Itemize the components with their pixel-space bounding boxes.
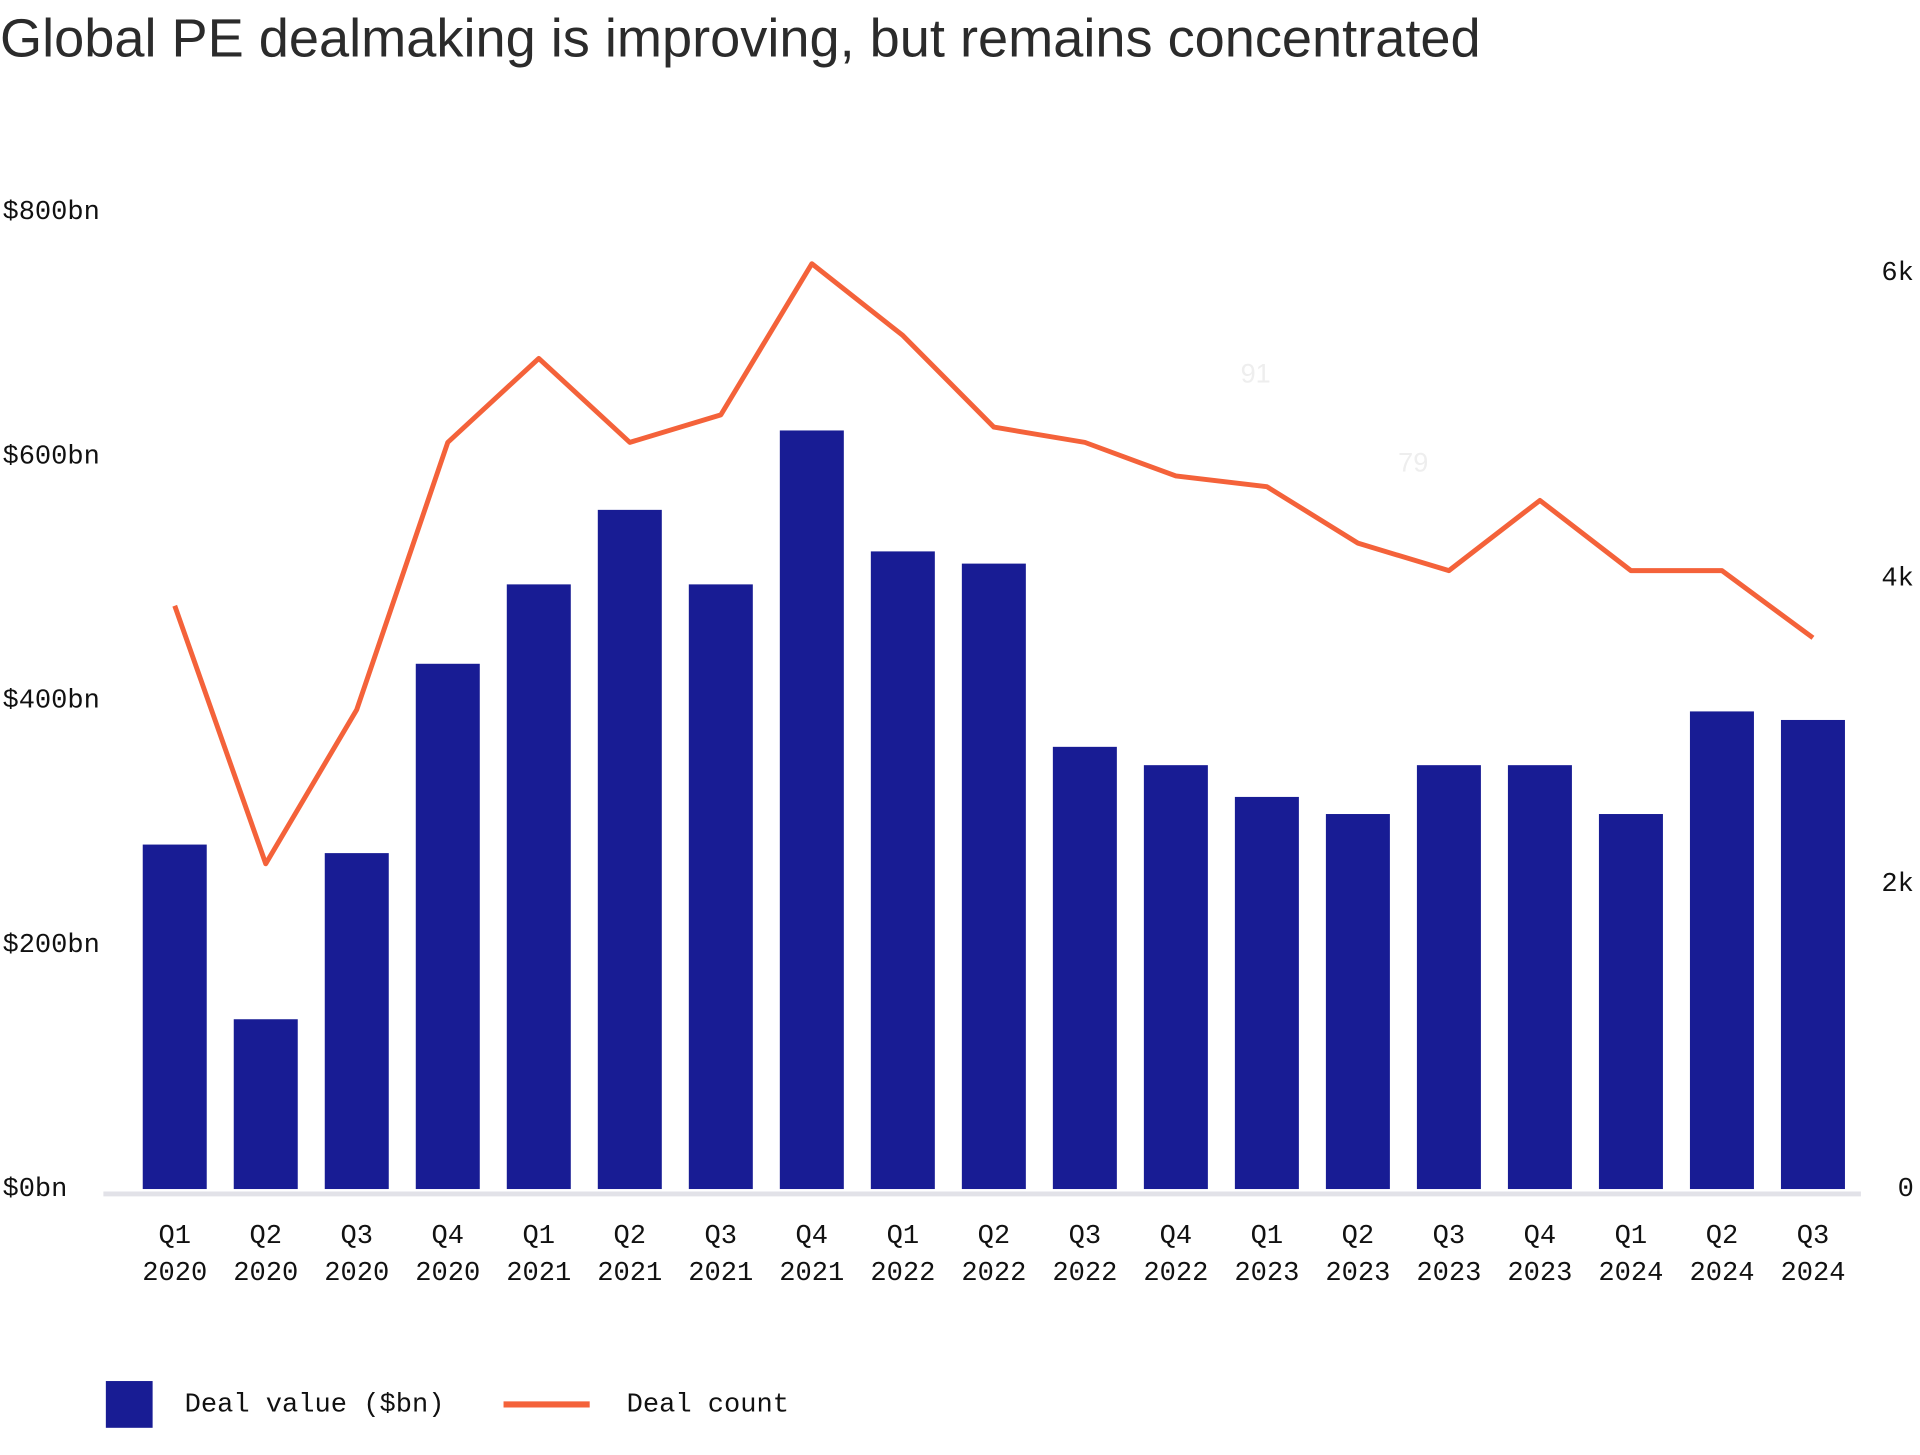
legend-swatch (105, 1381, 153, 1428)
bar (1598, 814, 1663, 1190)
x-tick-label-box: Q4 2020 (415, 1221, 481, 1289)
x-tick-label: Q1 2024 (1598, 1221, 1664, 1289)
bar (779, 430, 844, 1190)
x-tick-label: Q1 2021 (506, 1221, 572, 1289)
x-tick-label: Q2 2024 (1689, 1221, 1755, 1289)
bar (870, 551, 935, 1190)
x-tick-label-box: Q4 2023 (1507, 1221, 1573, 1289)
bar (1325, 814, 1390, 1190)
annotation: 79 (1398, 446, 1428, 477)
x-tick-label-box: Q3 2020 (324, 1221, 390, 1289)
x-tick-label: Q4 2022 (1143, 1221, 1209, 1289)
y-tick-label: $400bn (2, 686, 99, 717)
bar (415, 663, 480, 1190)
bar (1507, 765, 1572, 1190)
x-tick-label: Q4 2023 (1507, 1221, 1573, 1289)
x-tick-label-box: Q2 2022 (961, 1221, 1027, 1289)
x-tick-label: Q1 2020 (142, 1221, 208, 1289)
bar (142, 844, 207, 1190)
x-tick-label: Q3 2024 (1780, 1221, 1846, 1289)
y-tick-label: $200bn (2, 930, 99, 961)
chart-title: Global PE dealmaking is improving, but r… (0, 9, 1481, 69)
bar (1234, 796, 1299, 1190)
x-tick-label: Q3 2022 (1052, 1221, 1118, 1289)
x-tick-label-box: Q3 2022 (1052, 1221, 1118, 1289)
y-tick-label: $0bn (2, 1174, 67, 1205)
bar (1416, 765, 1481, 1190)
x-tick-label-box: Q4 2021 (779, 1221, 845, 1289)
bar (1143, 765, 1208, 1190)
x-tick-label: Q4 2021 (779, 1221, 845, 1289)
x-tick-label-box: Q3 2021 (688, 1221, 754, 1289)
x-tick-label-box: Q3 2024 (1780, 1221, 1846, 1289)
x-tick-label-box: Q1 2023 (1234, 1221, 1300, 1289)
x-tick-label-box: Q2 2020 (233, 1221, 299, 1289)
bar (688, 584, 753, 1190)
x-tick-label: Q2 2021 (597, 1221, 663, 1289)
y2-tick-label: 2k (1881, 869, 1913, 900)
legend: Deal value ($bn) Deal count (105, 1381, 789, 1428)
bar (597, 509, 662, 1190)
bar (506, 584, 571, 1190)
bar (1689, 711, 1754, 1190)
x-tick-label-box: Q1 2024 (1598, 1221, 1664, 1289)
x-tick-label-box: Q2 2023 (1325, 1221, 1391, 1289)
bar (1052, 746, 1117, 1190)
x-tick-label-box: Q1 2020 (142, 1221, 208, 1289)
y-tick-label: $800bn (2, 197, 99, 228)
legend-label: Deal value ($bn) (185, 1390, 445, 1421)
x-tick-label: Q3 2023 (1416, 1221, 1482, 1289)
y2-tick-label: 0 (1898, 1174, 1914, 1205)
y-tick-label: $600bn (2, 441, 99, 472)
bar (961, 563, 1026, 1190)
x-tick-label: Q3 2021 (688, 1221, 754, 1289)
legend-label: Deal count (627, 1390, 789, 1421)
x-tick-label-box: Q3 2023 (1416, 1221, 1482, 1289)
bar (233, 1019, 298, 1190)
y2-tick-label: 4k (1881, 563, 1913, 594)
x-tick-label: Q4 2020 (415, 1221, 481, 1289)
bar (324, 853, 389, 1190)
y2-tick-label: 6k (1881, 258, 1913, 289)
x-tick-label-box: Q2 2024 (1689, 1221, 1755, 1289)
x-tick-label-box: Q4 2022 (1143, 1221, 1209, 1289)
x-tick-label-box: Q1 2021 (506, 1221, 572, 1289)
x-tick-label: Q1 2022 (870, 1221, 936, 1289)
annotation: 91 (1241, 358, 1271, 389)
x-tick-label: Q3 2020 (324, 1221, 390, 1289)
x-tick-label-box: Q1 2022 (870, 1221, 936, 1289)
x-tick-label: Q1 2023 (1234, 1221, 1300, 1289)
x-tick-label: Q2 2020 (233, 1221, 299, 1289)
x-tick-label-box: Q2 2021 (597, 1221, 663, 1289)
line (172, 261, 1815, 867)
x-tick-label: Q2 2022 (961, 1221, 1027, 1289)
bar (1780, 719, 1845, 1190)
x-tick-label: Q2 2023 (1325, 1221, 1391, 1289)
